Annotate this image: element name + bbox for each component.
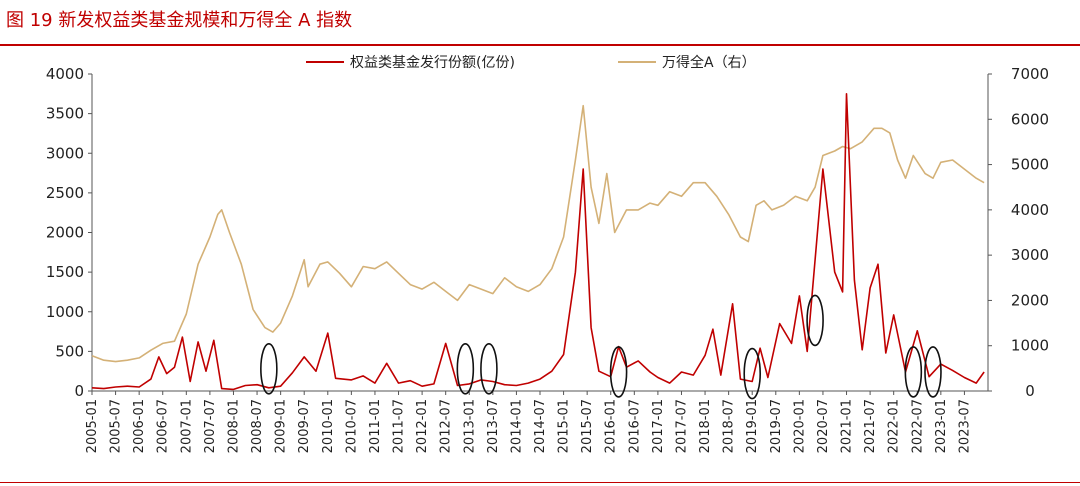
x-tick-label: 2015-01 [557,399,572,453]
y-left-tick-label: 2000 [46,224,84,242]
y-left-tick-label: 3500 [46,105,84,123]
series-line-wind-a-index [91,104,985,363]
x-tick-label: 2016-01 [604,399,619,453]
y-left-tick-label: 1000 [46,303,84,321]
x-tick-label: 2012-01 [415,399,430,453]
x-tick-label: 2015-07 [580,399,595,453]
annotation-ellipse [480,343,498,395]
y-left-tick-label: 2500 [46,184,84,202]
y-right-tick-label: 3000 [1011,246,1049,264]
y-right-tick-label: 4000 [1011,201,1049,219]
x-tick-label: 2016-07 [627,399,642,453]
x-tick-label: 2011-01 [368,399,383,453]
y-right-tick-label: 2000 [1011,291,1049,309]
title-rule [0,44,1080,46]
series-line-issuance [91,93,985,391]
x-tick-label: 2007-07 [203,399,218,453]
x-tick-label: 2011-07 [392,399,407,453]
annotation-ellipse [609,346,628,398]
y-right-tick-label: 1000 [1011,337,1049,355]
x-tick-label: 2006-01 [132,399,147,453]
x-tick-label: 2010-07 [344,399,359,453]
annotation-ellipse [456,343,475,395]
y-left-tick-label: 3000 [46,144,84,162]
page-title: 图 19 新发权益类基金规模和万得全 A 指数 [6,10,353,31]
y-right-tick-label: 5000 [1011,156,1049,174]
title-bar: 图 19 新发权益类基金规模和万得全 A 指数 [0,0,1080,46]
x-tick-label: 2022-01 [887,399,902,453]
x-tick-label: 2013-07 [486,399,501,453]
x-tick-label: 2013-01 [462,399,477,453]
x-tick-label: 2020-07 [816,399,831,453]
x-tick-label: 2018-07 [722,399,737,453]
axes: 0 500 1000 1500 2000 2500 3000 3500 4000 0 1000 200… [46,65,1049,453]
legend: 权益类基金发行份额(亿份) 万得全A（右） [306,54,756,71]
x-tick-label: 2014-01 [509,399,524,453]
y-right-tick-label: 0 [1025,382,1035,400]
annotation-ellipse [924,346,942,398]
x-tick-label: 2022-07 [910,399,925,453]
x-tick-label: 2006-07 [156,399,171,453]
y-left-tick-label: 0 [74,382,84,400]
bottom-rule [0,482,1080,483]
annotation-ellipse [743,347,762,400]
x-tick-label: 2009-01 [274,399,289,453]
x-tick-label: 2017-01 [651,399,666,453]
x-tick-label: 2019-07 [769,399,784,453]
x-tick-label: 2010-01 [321,399,336,453]
x-tick-label: 2008-07 [250,399,265,453]
x-tick-label: 2005-01 [85,399,100,453]
x-tick-label: 2023-07 [957,399,972,453]
annotation-ellipse [260,343,278,395]
annotation-ellipse [904,346,923,398]
x-tick-label: 2012-07 [439,399,454,453]
x-tick-label: 2019-01 [745,399,760,453]
x-tick-label: 2023-01 [934,399,949,453]
x-tick-label: 2021-01 [840,399,855,453]
x-tick-label: 2009-07 [297,399,312,453]
x-tick-label: 2017-07 [674,399,689,453]
y-right-tick-label: 6000 [1011,110,1049,128]
x-tick-label: 2005-07 [109,399,124,453]
x-tick-label: 2020-01 [792,399,807,453]
x-tick-label: 2014-07 [533,399,548,453]
annotation-ellipse [806,294,824,347]
x-tick-label: 2021-07 [863,399,878,453]
legend-label-issuance: 权益类基金发行份额(亿份) [350,54,515,71]
x-tick-label: 2007-01 [179,399,194,453]
legend-label-wind-a-index: 万得全A（右） [662,54,756,71]
y-left-tick-label: 500 [55,342,84,360]
y-right-tick-label: 7000 [1011,65,1049,83]
x-tick-label: 2008-01 [226,399,241,453]
y-left-tick-label: 1500 [46,263,84,281]
y-left-tick-label: 4000 [46,65,84,83]
x-tick-label: 2018-01 [698,399,713,453]
series-layer [91,93,985,391]
annotation-layer [260,294,942,400]
